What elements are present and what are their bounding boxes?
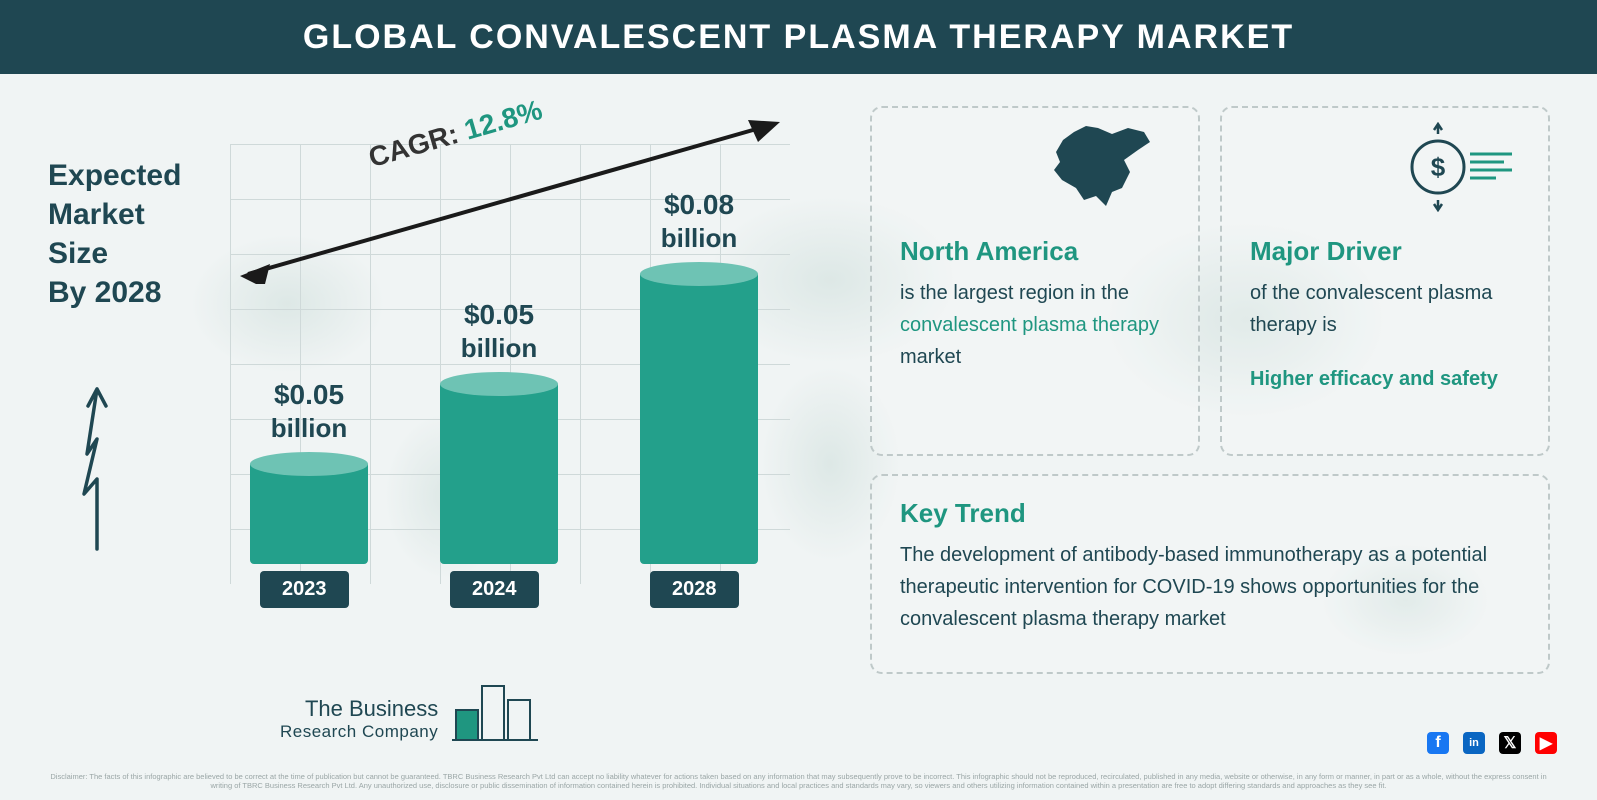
market-size-label: ExpectedMarketSizeBy 2028 [48, 156, 181, 312]
chart-bar [250, 464, 368, 564]
year-badge: 2028 [650, 571, 739, 608]
bar-value-label: $0.08billion [639, 187, 759, 255]
region-text-pre: is the largest region in the [900, 282, 1129, 304]
market-bar-chart: CAGR: 12.8% $0.05billion2023$0.05billion… [230, 104, 790, 624]
logo-line2: Research Company [280, 722, 438, 742]
chart-bar [640, 274, 758, 564]
trend-text: The development of antibody-based immuno… [900, 539, 1520, 635]
year-badge: 2024 [450, 571, 539, 608]
content-area: ExpectedMarketSizeBy 2028 CAGR: 12.8% $0… [0, 74, 1597, 800]
chart-bar [440, 384, 558, 564]
youtube-icon[interactable]: ▶ [1535, 732, 1557, 754]
region-text-highlight: convalescent plasma therapy [900, 314, 1159, 336]
trend-card: Key Trend The development of antibody-ba… [870, 474, 1550, 674]
disclaimer-text: Disclaimer: The facts of this infographi… [40, 772, 1557, 790]
page-title: GLOBAL CONVALESCENT PLASMA THERAPY MARKE… [303, 18, 1294, 57]
logo-line1: The Business [280, 696, 438, 722]
svg-text:$: $ [1431, 152, 1446, 182]
lightning-arrow-icon [72, 384, 122, 554]
trend-title: Key Trend [900, 498, 1520, 529]
x-icon[interactable]: 𝕏 [1499, 732, 1521, 754]
region-text: is the largest region in the convalescen… [900, 277, 1170, 373]
logo-bars-icon [452, 670, 538, 742]
region-title: North America [900, 236, 1170, 267]
year-badge: 2023 [260, 571, 349, 608]
bar-value-label: $0.05billion [249, 377, 369, 445]
header-bar: GLOBAL CONVALESCENT PLASMA THERAPY MARKE… [0, 0, 1597, 74]
company-logo: The Business Research Company [280, 670, 538, 742]
driver-title: Major Driver [1250, 236, 1520, 267]
north-america-map-icon [1048, 122, 1168, 212]
driver-card: $ Major Driver of the convalescent plasm… [1220, 106, 1550, 456]
dollar-flow-icon: $ [1388, 122, 1518, 212]
bar-value-label: $0.05billion [439, 297, 559, 365]
region-text-post: market [900, 346, 961, 368]
facebook-icon[interactable]: f [1427, 732, 1449, 754]
linkedin-icon[interactable]: in [1463, 732, 1485, 754]
driver-text: of the convalescent plasma therapy is [1250, 277, 1520, 341]
region-card: North America is the largest region in t… [870, 106, 1200, 456]
social-icons: fin 𝕏 ▶ [1427, 732, 1557, 754]
driver-highlight: Higher efficacy and safety [1250, 368, 1498, 390]
